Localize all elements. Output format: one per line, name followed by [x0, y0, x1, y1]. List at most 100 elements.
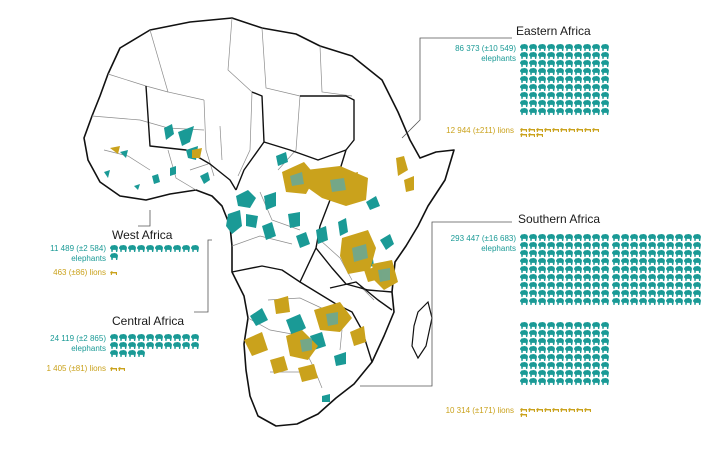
madagascar-outline: [411, 300, 433, 360]
elephant-icon: [565, 338, 573, 345]
elephant-icon: [520, 76, 528, 83]
elephant-icon: [675, 250, 683, 257]
elephant-icon: [675, 298, 683, 305]
elephant-icon: [693, 298, 701, 305]
elephant-icon: [574, 322, 582, 329]
elephant-icon: [565, 84, 573, 91]
elephant-icon: [675, 282, 683, 289]
elephant-icon: [657, 258, 665, 265]
elephant-icon: [529, 60, 537, 67]
elephant-icon: [529, 242, 537, 249]
elephant-icon: [155, 342, 163, 349]
elephant-icon: [565, 242, 573, 249]
elephant-icon: [693, 282, 701, 289]
elephant-icon: [565, 60, 573, 67]
elephant-icon: [547, 330, 555, 337]
elephant-icon: [592, 330, 600, 337]
elephant-icon: [574, 266, 582, 273]
elephant-icon: [601, 250, 609, 257]
elephant-icon: [601, 108, 609, 115]
elephant-icon: [601, 234, 609, 241]
elephant-icon: [556, 378, 564, 385]
west-elephant-icons: [110, 245, 199, 260]
elephant-icon: [639, 242, 647, 249]
lion-icon: [536, 133, 543, 137]
elephant-icon: [657, 242, 665, 249]
elephant-icon: [538, 378, 546, 385]
elephant-icon: [547, 338, 555, 345]
elephant-icon: [574, 378, 582, 385]
elephant-icon: [538, 84, 546, 91]
elephant-icon: [547, 258, 555, 265]
lion-icon: [576, 128, 583, 132]
elephant-icon: [574, 234, 582, 241]
elephant-icon: [630, 234, 638, 241]
elephant-icon: [639, 258, 647, 265]
elephant-icon: [565, 274, 573, 281]
elephant-icon: [547, 52, 555, 59]
elephant-icon: [666, 242, 674, 249]
elephant-icon: [630, 266, 638, 273]
elephant-icon: [592, 100, 600, 107]
elephant-icon: [583, 266, 591, 273]
elephant-icon: [556, 362, 564, 369]
elephant-icon: [592, 322, 600, 329]
elephant-icon: [684, 242, 692, 249]
elephant-icon: [110, 350, 118, 357]
elephant-icon: [583, 242, 591, 249]
elephant-icon: [538, 298, 546, 305]
central-africa-title: Central Africa: [112, 314, 185, 328]
elephant-icon: [612, 298, 620, 305]
lion-icon: [544, 128, 551, 132]
lion-icon: [520, 128, 527, 132]
elephant-icon: [529, 84, 537, 91]
elephant-icon: [675, 242, 683, 249]
lion-icon: [592, 128, 599, 132]
southern-elephant-count: 293 447 (±16 683): [450, 234, 516, 243]
elephant-icon: [556, 234, 564, 241]
elephant-icon: [583, 44, 591, 51]
elephant-icon: [583, 258, 591, 265]
elephant-icon: [556, 346, 564, 353]
elephant-icon: [538, 322, 546, 329]
elephant-icon: [164, 342, 172, 349]
elephant-icon: [592, 298, 600, 305]
elephant-icon: [621, 266, 629, 273]
elephant-icon: [592, 378, 600, 385]
elephant-icon: [556, 52, 564, 59]
elephant-icon: [601, 84, 609, 91]
elephant-icon: [693, 234, 701, 241]
elephant-icon: [684, 290, 692, 297]
elephant-icon: [520, 100, 528, 107]
elephant-icon: [657, 290, 665, 297]
elephant-icon: [565, 346, 573, 353]
elephant-icon: [110, 253, 118, 260]
elephant-icon: [601, 52, 609, 59]
elephant-icon: [639, 298, 647, 305]
elephant-icon: [538, 52, 546, 59]
elephant-icon: [565, 100, 573, 107]
elephant-icon: [657, 234, 665, 241]
elephant-icon: [592, 84, 600, 91]
elephant-icon: [601, 330, 609, 337]
elephant-icon: [693, 258, 701, 265]
elephant-icon: [529, 378, 537, 385]
lion-icon: [560, 128, 567, 132]
elephant-icon: [520, 84, 528, 91]
elephant-icon: [601, 68, 609, 75]
elephant-icon: [583, 282, 591, 289]
elephant-icon: [639, 290, 647, 297]
elephant-icon: [583, 338, 591, 345]
lion-icon: [528, 128, 535, 132]
elephant-icon: [601, 76, 609, 83]
lion-icon: [544, 408, 551, 412]
elephant-icon: [583, 84, 591, 91]
elephant-icon: [538, 108, 546, 115]
elephant-icon: [565, 76, 573, 83]
lion-icon: [560, 408, 567, 412]
elephant-icon: [639, 282, 647, 289]
elephant-icon: [520, 370, 528, 377]
elephant-icon: [128, 342, 136, 349]
lion-icon: [528, 408, 535, 412]
